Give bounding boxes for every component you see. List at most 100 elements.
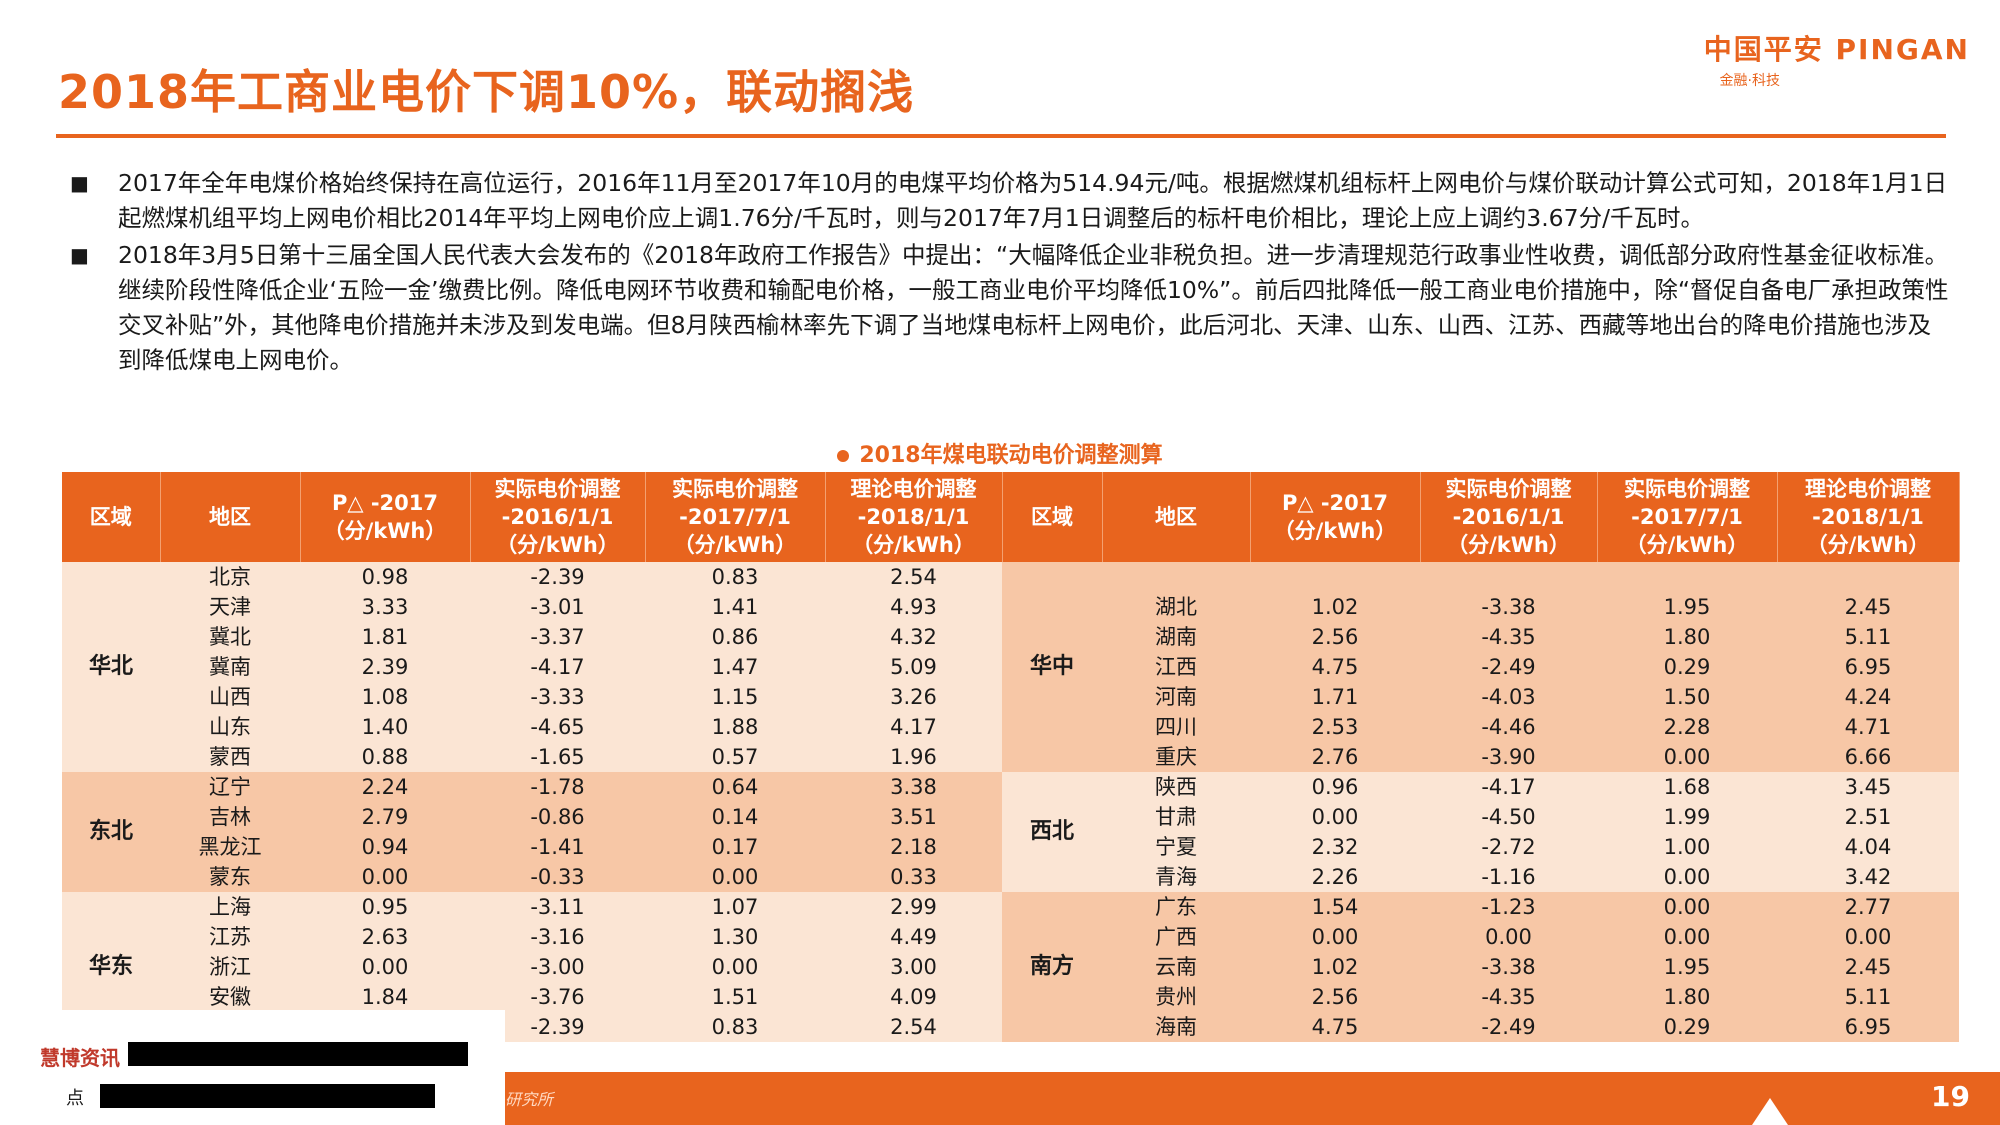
area-cell: 贵州 [1102,982,1250,1012]
header-region: 区域 [62,472,161,562]
actual-2016-cell: -4.65 [470,712,645,742]
actual-2017-cell: 1.80 [1597,622,1777,652]
bullet-text: 2018年3月5日第十三届全国人民代表大会发布的《2018年政府工作报告》中提出… [118,241,1949,374]
table-row: 华北 北京 0.98 -2.39 0.83 2.54 华中 [62,562,1959,772]
theory-2018-cell: 2.45 [1777,592,1959,622]
theory-2018-cell: 2.54 [825,1012,1002,1042]
bullet-item: ■ 2018年3月5日第十三届全国人民代表大会发布的《2018年政府工作报告》中… [70,238,1950,378]
table-row: 山西 1.08 -3.33 1.15 3.26 河南 1.71 -4.03 1.50 4.24 [62,682,1959,712]
actual-2016-cell: -4.50 [1420,802,1597,832]
bullet-item: ■ 2017年全年电煤价格始终保持在高位运行，2016年11月至2017年10月… [70,166,1950,236]
theory-2018-cell: 3.51 [825,802,1002,832]
logo-main-text: 中国平安 PINGAN [1703,33,1970,66]
theory-2018-cell: 4.71 [1777,712,1959,742]
actual-2016-cell: -4.35 [1420,622,1597,652]
actual-2017-cell: 0.00 [1597,922,1777,952]
actual-2017-cell: 1.51 [645,982,825,1012]
table-row: 安徽 1.84 -3.76 1.51 4.09 贵州 2.56 -4.35 1.80 5.11 [62,982,1959,1012]
pdelta-cell: 1.02 [1250,592,1420,622]
actual-2017-cell: 1.30 [645,922,825,952]
table-row: 黑龙江 0.94 -1.41 0.17 2.18 宁夏 2.32 -2.72 1.00 4.04 [62,832,1959,862]
theory-2018-cell: 4.93 [825,592,1002,622]
pdelta-cell: 4.75 [1250,652,1420,682]
theory-2018-cell: 2.45 [1777,952,1959,982]
area-cell: 宁夏 [1102,832,1250,862]
area-cell: 云南 [1102,952,1250,982]
table-row: 冀南 2.39 -4.17 1.47 5.09 江西 4.75 -2.49 0.29 6.95 [62,652,1959,682]
actual-2016-cell: -3.90 [1420,742,1597,772]
area-cell: 重庆 [1102,742,1250,772]
actual-2016-cell: -1.16 [1420,862,1597,892]
theory-2018-cell: 6.66 [1777,742,1959,772]
area-cell: 冀南 [160,652,300,682]
table-header-row: 区域 地区 P△ -2017 （分/kWh） 实际电价调整 -2016/1/1 … [62,472,1960,562]
actual-2017-cell: 1.50 [1597,682,1777,712]
theory-2018-cell: 2.51 [1777,802,1959,832]
actual-2016-cell: -3.16 [470,922,645,952]
bullet-list: ■ 2017年全年电煤价格始终保持在高位运行，2016年11月至2017年10月… [70,166,1950,380]
actual-2017-cell: 0.29 [1597,652,1777,682]
area-cell: 吉林 [160,802,300,832]
pdelta-cell: 0.00 [300,952,470,982]
area-cell: 江西 [1102,652,1250,682]
header-pdelta: P△ -2017 （分/kWh） [300,472,471,562]
pdelta-cell: 1.81 [300,622,470,652]
theory-2018-cell: 0.00 [1777,922,1959,952]
table-row: 蒙东 0.00 -0.33 0.00 0.33 青海 2.26 -1.16 0.00 3.42 [62,862,1959,892]
table-row: 江苏 2.63 -3.16 1.30 4.49 广西 0.00 0.00 0.00 0.00 [62,922,1959,952]
pdelta-cell: 2.39 [300,652,470,682]
pdelta-cell: 0.00 [300,862,470,892]
pdelta-cell: 2.63 [300,922,470,952]
pingan-logo: 中国平安 PINGAN 金融·科技 [1704,28,1970,90]
region-cell: 东北 [62,772,160,892]
pdelta-cell: 2.79 [300,802,470,832]
region-cell: 华北 [62,562,160,772]
actual-2016-cell: -4.17 [470,652,645,682]
pdelta-cell: 2.76 [1250,742,1420,772]
actual-2016-cell: -1.23 [1420,892,1597,922]
theory-2018-cell: 2.18 [825,832,1002,862]
area-cell: 广东 [1102,892,1250,922]
area-cell: 山东 [160,712,300,742]
actual-2016-cell: -3.38 [1420,592,1597,622]
theory-2018-cell: 5.11 [1777,982,1959,1012]
actual-2017-cell: 0.29 [1597,1012,1777,1042]
house-icon [1752,1098,1788,1125]
actual-2017-cell: 0.00 [1597,862,1777,892]
area-cell: 北京 [160,562,300,592]
actual-2017-cell: 0.83 [645,1012,825,1042]
area-cell: 上海 [160,892,300,922]
theory-2018-cell: 4.24 [1777,682,1959,712]
actual-2017-cell: 0.17 [645,832,825,862]
logo-sub-text: 金融·科技 [1719,73,1780,89]
pdelta-cell: 1.08 [300,682,470,712]
table-row: 东北 辽宁 2.24 -1.78 0.64 3.38 西北 陕西 0.96 -4.17 1.68 3.… [62,772,1959,892]
table-row: 浙江 0.00 -3.00 0.00 3.00 云南 1.02 -3.38 1.95 2.45 [62,952,1959,982]
source-dot-text: 点 [66,1088,84,1109]
theory-2018-cell: 3.38 [825,772,1002,802]
area-cell: 江苏 [160,922,300,952]
title-divider [56,134,1946,138]
square-bullet-icon: ■ [70,171,89,195]
table-title: 2018年煤电联动电价调整测算 [0,437,2000,469]
pdelta-cell: 0.95 [300,892,470,922]
actual-2017-cell [1597,562,1777,592]
header-actual-2017: 实际电价调整 -2017/7/1 （分/kWh） [645,472,826,562]
area-cell: 甘肃 [1102,802,1250,832]
theory-2018-cell: 3.42 [1777,862,1959,892]
theory-2018-cell: 0.33 [825,862,1002,892]
actual-2016-cell: -0.86 [470,802,645,832]
pdelta-cell: 0.94 [300,832,470,862]
actual-2016-cell: 0.00 [1420,922,1597,952]
area-cell: 安徽 [160,982,300,1012]
area-cell: 湖南 [1102,622,1250,652]
area-cell: 黑龙江 [160,832,300,862]
area-cell: 湖北 [1102,592,1250,622]
area-cell: 海南 [1102,1012,1250,1042]
actual-2017-cell: 1.68 [1597,772,1777,802]
square-bullet-icon: ■ [70,243,89,267]
actual-2016-cell: -3.00 [470,952,645,982]
actual-2017-cell: 0.00 [645,952,825,982]
theory-2018-cell: 4.32 [825,622,1002,652]
header-actual-2017: 实际电价调整 -2017/7/1 （分/kWh） [1597,472,1778,562]
